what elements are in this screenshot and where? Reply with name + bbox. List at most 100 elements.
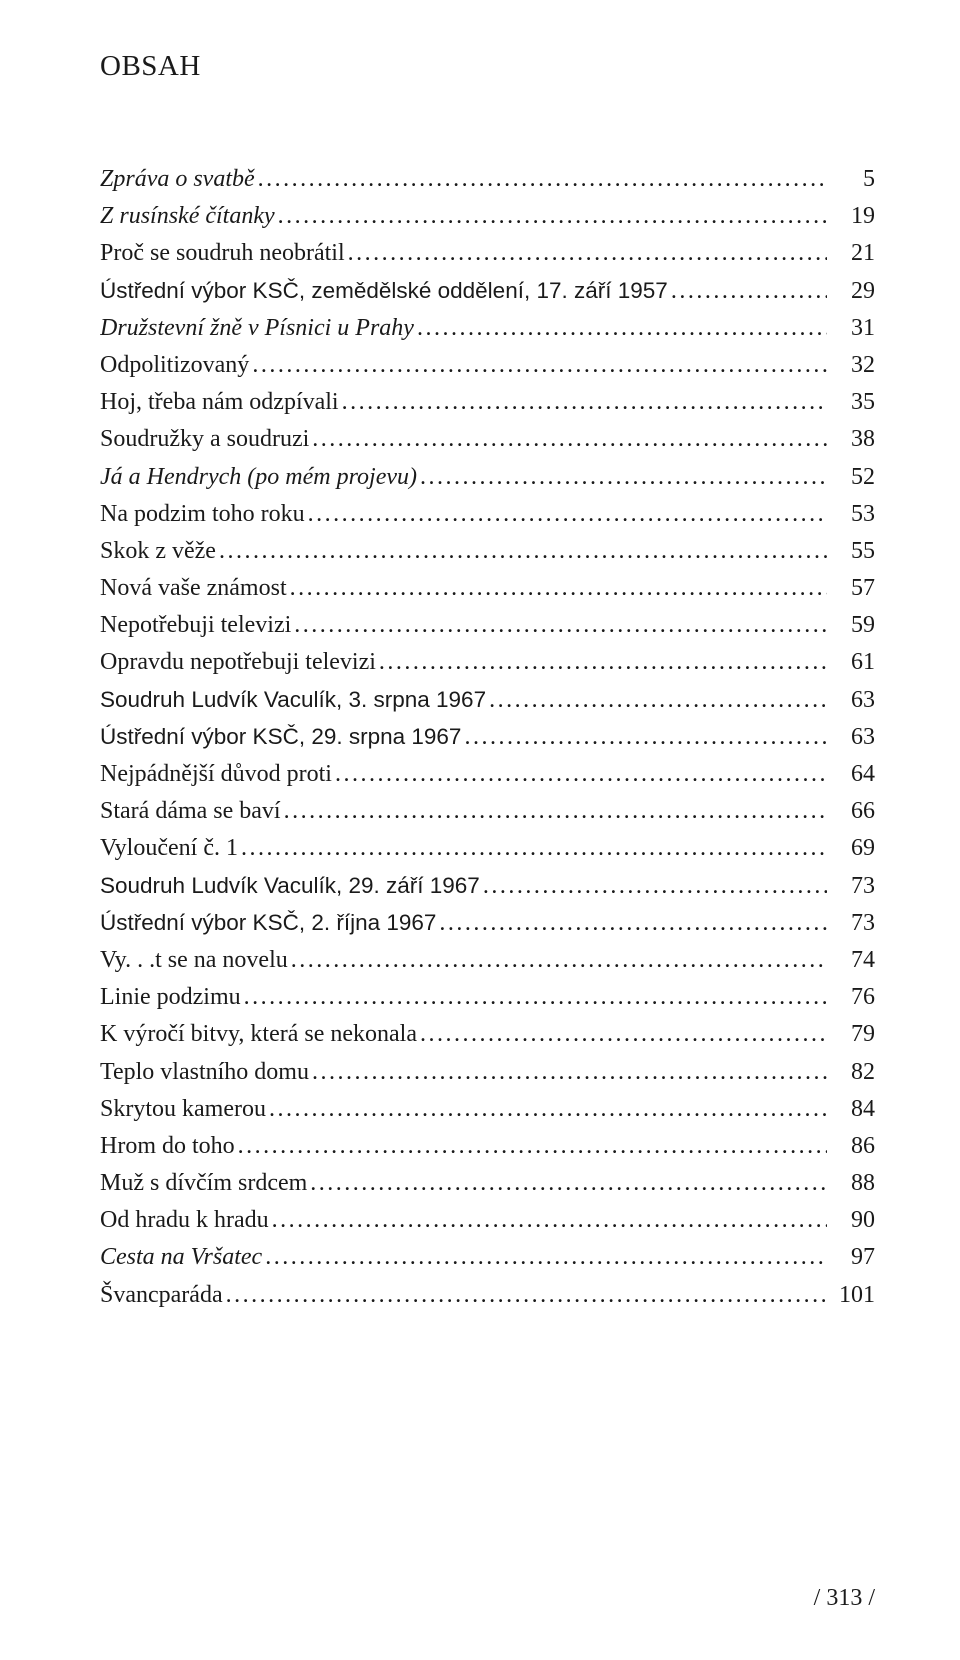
toc-leader-dots [291,607,827,644]
toc-title: Nejpádnější důvod proti [100,756,332,793]
toc-row: Muž s dívčím srdcem 88 [100,1165,875,1202]
toc-page-number: 61 [827,644,875,681]
toc-page-number: 59 [827,607,875,644]
toc-title: K výročí bitvy, která se nekonala [100,1016,417,1053]
toc-leader-dots [376,644,827,681]
toc-page-number: 90 [827,1202,875,1239]
toc-page-number: 5 [827,161,875,198]
toc-leader-dots [255,161,827,198]
toc-title: Švancparáda [100,1277,223,1314]
toc-leader-dots [269,1202,827,1239]
toc-row: Odpolitizovaný 32 [100,347,875,384]
toc-row: Od hradu k hradu 90 [100,1202,875,1239]
toc-page-number: 74 [827,942,875,979]
toc-title: Odpolitizovaný [100,347,249,384]
toc-title: Soudruh Ludvík Vaculík, 29. září 1967 [100,869,480,904]
toc-page-number: 82 [827,1054,875,1091]
toc-row: Linie podzimu 76 [100,979,875,1016]
toc-leader-dots [307,1165,827,1202]
toc-page-number: 31 [827,310,875,347]
toc-page-number: 84 [827,1091,875,1128]
toc-row: Nová vaše známost 57 [100,570,875,607]
toc-title: Stará dáma se baví [100,793,281,830]
toc-row: Na podzim toho roku 53 [100,496,875,533]
toc-title: Vyloučení č. 1 [100,830,238,867]
toc-leader-dots [266,1091,827,1128]
toc-title: Muž s dívčím srdcem [100,1165,307,1202]
toc-row: Vyloučení č. 1 69 [100,830,875,867]
toc-title: Družstevní žně v Písnici u Prahy [100,310,414,347]
toc-page-number: 79 [827,1016,875,1053]
toc-page-number: 55 [827,533,875,570]
toc-title: Od hradu k hradu [100,1202,269,1239]
toc-page-number: 52 [827,459,875,496]
toc-row: Já a Hendrych (po mém projevu) 52 [100,459,875,496]
toc-page-number: 86 [827,1128,875,1165]
toc-leader-dots [345,235,827,272]
toc-leader-dots [238,830,827,867]
toc-leader-dots [461,719,827,756]
toc-row: Z rusínské čítanky 19 [100,198,875,235]
toc-title: Vy. . .t se na novelu [100,942,288,979]
toc-page-number: 53 [827,496,875,533]
toc-row: Hrom do toho 86 [100,1128,875,1165]
toc-title: Soudružky a soudruzi [100,421,309,458]
toc-page-number: 38 [827,421,875,458]
toc-page-number: 73 [827,868,875,905]
toc-title: Skok z věže [100,533,216,570]
table-of-contents: Zpráva o svatbě 5Z rusínské čítanky 19Pr… [100,161,875,1314]
toc-title: Nová vaše známost [100,570,287,607]
toc-row: Opravdu nepotřebuji televizi 61 [100,644,875,681]
toc-page-number: 64 [827,756,875,793]
toc-row: Hoj, třeba nám odzpívali 35 [100,384,875,421]
toc-leader-dots [287,570,827,607]
toc-leader-dots [216,533,827,570]
toc-leader-dots [281,793,827,830]
toc-row: Švancparáda 101 [100,1277,875,1314]
toc-leader-dots [332,756,827,793]
toc-title: Ústřední výbor KSČ, 2. října 1967 [100,906,436,941]
toc-page-number: 97 [827,1239,875,1276]
toc-leader-dots [275,198,827,235]
toc-leader-dots [288,942,827,979]
toc-page-number: 76 [827,979,875,1016]
toc-leader-dots [223,1277,827,1314]
toc-leader-dots [414,310,827,347]
toc-row: Soudružky a soudruzi 38 [100,421,875,458]
page-number-footer: / 313 / [814,1585,875,1612]
toc-row: Ústřední výbor KSČ, 29. srpna 1967 63 [100,719,875,756]
toc-page-number: 29 [827,273,875,310]
toc-row: K výročí bitvy, která se nekonala 79 [100,1016,875,1053]
toc-title: Na podzim toho roku [100,496,305,533]
toc-title: Linie podzimu [100,979,241,1016]
toc-title: Opravdu nepotřebuji televizi [100,644,376,681]
toc-title: Soudruh Ludvík Vaculík, 3. srpna 1967 [100,683,486,718]
toc-page-number: 19 [827,198,875,235]
toc-leader-dots [436,905,827,942]
toc-page-number: 57 [827,570,875,607]
toc-page-number: 88 [827,1165,875,1202]
toc-title: Z rusínské čítanky [100,198,275,235]
toc-leader-dots [480,868,827,905]
toc-title: Zpráva o svatbě [100,161,255,198]
toc-page-number: 73 [827,905,875,942]
toc-leader-dots [417,1016,827,1053]
toc-leader-dots [309,421,827,458]
toc-row: Skok z věže 55 [100,533,875,570]
toc-leader-dots [309,1054,827,1091]
toc-title: Já a Hendrych (po mém projevu) [100,459,417,496]
toc-row: Soudruh Ludvík Vaculík, 3. srpna 1967 63 [100,682,875,719]
toc-leader-dots [339,384,827,421]
toc-row: Soudruh Ludvík Vaculík, 29. září 1967 73 [100,868,875,905]
toc-row: Proč se soudruh neobrátil 21 [100,235,875,272]
toc-row: Ústřední výbor KSČ, 2. října 1967 73 [100,905,875,942]
toc-leader-dots [305,496,827,533]
toc-row: Zpráva o svatbě 5 [100,161,875,198]
toc-row: Teplo vlastního domu 82 [100,1054,875,1091]
toc-row: Vy. . .t se na novelu 74 [100,942,875,979]
toc-row: Družstevní žně v Písnici u Prahy 31 [100,310,875,347]
toc-row: Ústřední výbor KSČ, zemědělské oddělení,… [100,273,875,310]
toc-leader-dots [249,347,827,384]
toc-page-number: 35 [827,384,875,421]
toc-title: Hoj, třeba nám odzpívali [100,384,339,421]
